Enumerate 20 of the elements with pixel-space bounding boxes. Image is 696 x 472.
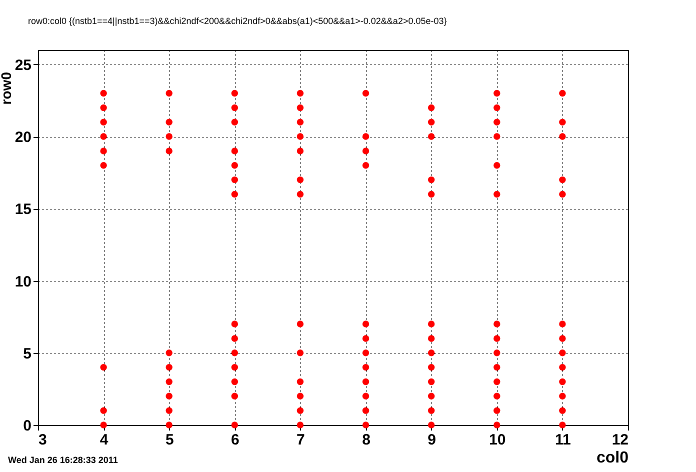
y-tick-label: 25 — [14, 56, 32, 74]
x-tick-label: 6 — [230, 432, 240, 448]
x-tick-label: 3 — [38, 432, 47, 448]
x-tick-label: 5 — [165, 432, 174, 448]
y-tick-label: 5 — [23, 345, 32, 362]
x-tick-label: 7 — [296, 432, 305, 448]
y-tick-label: 10 — [14, 273, 32, 290]
x-tick-label: 8 — [362, 432, 370, 448]
text: Wed Jan 26 16:28:33 2011 — [8, 455, 118, 465]
y-axis-title: row0 — [0, 72, 14, 105]
y-tick-label: 20 — [14, 129, 32, 146]
y-tick-label: 0 — [23, 418, 32, 434]
y-tick-label: 15 — [14, 201, 32, 218]
chart-title: row0:col0 {(nstb1==4||nstb1==3)&&chi2ndf<200&&chi2ndf>0&&abs(a1)<500&&a1>-0.02&&a2>0.05e-03} — [28, 16, 447, 26]
x-tick-label: 11 — [555, 432, 571, 448]
x-tick-label: 10 — [489, 432, 506, 448]
x-axis-title: col0 — [596, 450, 629, 466]
x-tick-label: 12 — [612, 432, 628, 448]
x-tick-label: 4 — [100, 432, 109, 448]
x-tick-label: 9 — [428, 432, 436, 448]
